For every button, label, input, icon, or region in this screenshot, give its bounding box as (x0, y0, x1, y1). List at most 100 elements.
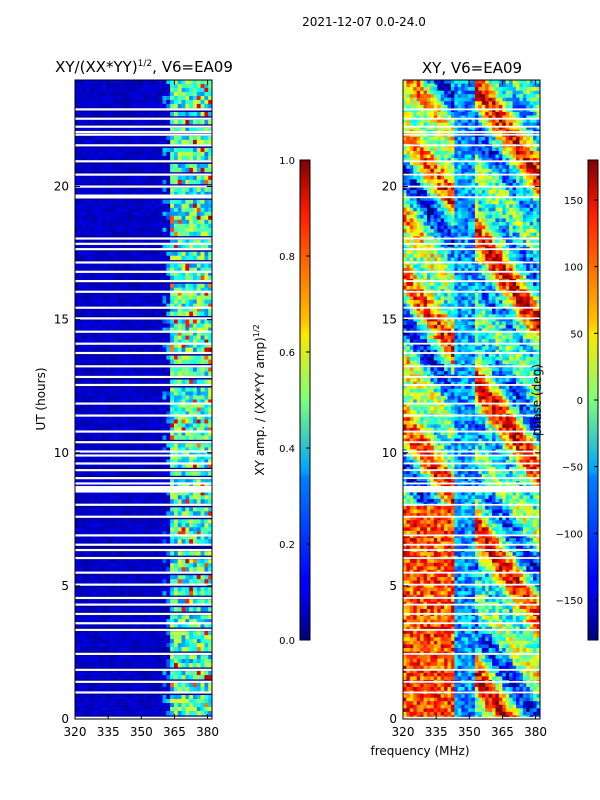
amp-cell (185, 563, 190, 568)
amp-cell (94, 211, 99, 217)
amp-cell (192, 683, 198, 688)
amp-cell (139, 311, 144, 317)
amp-cell (75, 355, 80, 360)
amp-cell (113, 703, 118, 708)
amp-cell (132, 295, 137, 301)
amp-cell (196, 531, 201, 536)
amp-cell (147, 683, 152, 688)
amp-cell (204, 479, 209, 484)
amp-cell (192, 579, 198, 584)
amp-cell (75, 519, 80, 524)
amp-cell (86, 463, 91, 468)
amp-cell (196, 223, 201, 229)
phase-cell (502, 97, 507, 102)
amp-cell (196, 219, 201, 225)
amp-cell (196, 307, 201, 313)
amp-cell (109, 499, 114, 504)
amp-cell (173, 683, 179, 688)
phase-cell (444, 115, 448, 120)
amp-cell (113, 371, 118, 376)
amp-cell (78, 83, 84, 89)
amp-cell (101, 339, 106, 344)
phase-cell (502, 104, 507, 109)
amp-cell (151, 291, 156, 297)
amp-cell (128, 703, 133, 708)
amp-cell (158, 151, 163, 157)
amp-cell (128, 671, 133, 676)
amp-cell (151, 491, 156, 496)
amp-cell (154, 687, 160, 692)
amp-cell (139, 411, 144, 416)
amp-cell (120, 435, 125, 440)
amp-cell (147, 575, 152, 580)
amp-cell (78, 535, 84, 540)
amp-cell (177, 319, 182, 325)
amp-cell (200, 579, 205, 584)
amp-cell (173, 563, 179, 568)
amp-cell (200, 407, 205, 412)
amp-cell (120, 119, 125, 125)
amp-cell (200, 471, 205, 476)
amp-cell (124, 431, 129, 436)
amp-cell (151, 371, 156, 376)
phase-cell (471, 83, 476, 88)
amp-cell (113, 675, 118, 680)
amp-cell (189, 179, 194, 185)
amp-cell (166, 307, 171, 313)
amp-cell (82, 80, 87, 85)
amp-cell (154, 203, 160, 209)
amp-cell (75, 615, 80, 620)
amp-cell (113, 483, 118, 488)
amp-cell (120, 215, 125, 221)
amp-cell (162, 103, 167, 109)
amp-cell (200, 80, 205, 85)
amp-cell (196, 299, 201, 305)
amp-cell (147, 331, 152, 336)
amp-cell (181, 683, 186, 688)
amp-cell (208, 615, 213, 620)
phase-cell (433, 90, 438, 95)
amp-cell (94, 459, 99, 464)
amp-cell (101, 527, 106, 532)
amp-cell (154, 567, 160, 572)
amp-cell (116, 387, 122, 392)
amp-cell (128, 87, 133, 93)
amp-cell (181, 215, 186, 221)
amp-cell (162, 579, 167, 584)
amp-cell (173, 619, 179, 624)
amp-cell (166, 331, 171, 336)
amp-cell (154, 331, 160, 336)
amp-flagged-row (75, 603, 212, 606)
amp-cell (139, 415, 144, 420)
amp-cell (177, 619, 182, 624)
amp-cell (204, 699, 209, 704)
amp-cell (94, 675, 99, 680)
amp-cell (135, 151, 141, 157)
amp-cell (86, 519, 91, 524)
amp-cell (82, 207, 87, 213)
amp-cell (75, 267, 80, 273)
phase-cell (474, 108, 479, 113)
amp-cell (162, 647, 167, 652)
amp-cell (158, 455, 163, 460)
amp-cell (158, 139, 163, 145)
amp-cell (192, 403, 198, 408)
amp-cell (105, 207, 110, 213)
amp-cell (94, 639, 99, 644)
amp-cell (162, 243, 167, 249)
amp-cell (147, 243, 152, 249)
amp-cell (101, 675, 106, 680)
amp-cell (208, 447, 213, 452)
amp-cell (94, 295, 99, 301)
amp-cell (200, 299, 205, 305)
amp-cell (162, 575, 167, 580)
amp-cell (105, 567, 110, 572)
amp-cell (166, 563, 171, 568)
phase-cell (406, 90, 411, 95)
amp-cell (124, 451, 129, 456)
amp-cell (185, 207, 190, 213)
amp-cell (204, 135, 209, 141)
amp-cell (151, 443, 156, 448)
amp-cell (147, 687, 152, 692)
amp-cell (181, 647, 186, 652)
